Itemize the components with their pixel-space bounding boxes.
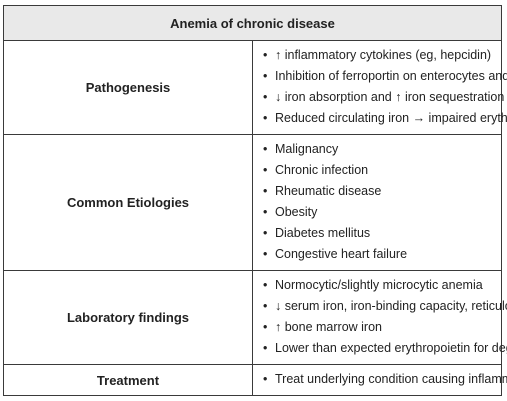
bullet-list: Treat underlying condition causing infla… (253, 365, 507, 395)
bullet-item: ↓ iron absorption and ↑ iron sequestrati… (263, 87, 504, 108)
table: Anemia of chronic disease Pathogenesis↑ … (3, 5, 507, 396)
row-content: ↑ inflammatory cytokines (eg, hepcidin)I… (252, 40, 507, 135)
bullet-list: Normocytic/slightly microcytic anemia↓ s… (253, 271, 507, 364)
bullet-list: ↑ inflammatory cytokines (eg, hepcidin)I… (253, 41, 507, 134)
bullet-item: Normocytic/slightly microcytic anemia (263, 275, 501, 296)
header-row: Anemia of chronic disease (3, 5, 502, 41)
row-label: Common Etiologies (3, 134, 253, 271)
bullet-item: Treat underlying condition causing infla… (263, 369, 507, 390)
row-content: Treat underlying condition causing infla… (252, 364, 507, 396)
table-row: Laboratory findingsNormocytic/slightly m… (3, 270, 507, 365)
row-content: Normocytic/slightly microcytic anemia↓ s… (252, 270, 507, 365)
row-label: Pathogenesis (3, 40, 253, 135)
table-body: Pathogenesis↑ inflammatory cytokines (eg… (3, 40, 507, 396)
bullet-item: ↑ bone marrow iron (263, 317, 501, 338)
table-row: Common EtiologiesMalignancyChronic infec… (3, 134, 502, 271)
table-row: Treatment Treat underlying condition caus… (3, 364, 507, 396)
row-label: Treatment (3, 364, 253, 396)
bullet-item: Obesity (263, 202, 501, 223)
bullet-item: Malignancy (263, 139, 501, 160)
bullet-item: Inhibition of ferroportin on enterocytes… (263, 66, 507, 87)
row-label: Laboratory findings (3, 270, 253, 365)
bullet-item: ↑ inflammatory cytokines (eg, hepcidin) (263, 45, 501, 66)
bullet-item: Chronic infection (263, 160, 501, 181)
bullet-item: Rheumatic disease (263, 181, 501, 202)
bullet-item: Lower than expected erythropoietin for d… (263, 338, 507, 359)
bullet-item: ↓ serum iron, iron-binding capacity, ret… (263, 296, 507, 317)
bullet-list: MalignancyChronic infectionRheumatic dis… (253, 135, 501, 270)
table-title: Anemia of chronic disease (3, 5, 502, 41)
row-content: MalignancyChronic infectionRheumatic dis… (252, 134, 502, 271)
bullet-item: Reduced circulating iron → impaired eryt… (263, 108, 507, 129)
bullet-item: Congestive heart failure (263, 244, 501, 265)
bullet-item: Diabetes mellitus (263, 223, 501, 244)
table-row: Pathogenesis↑ inflammatory cytokines (eg… (3, 40, 507, 135)
